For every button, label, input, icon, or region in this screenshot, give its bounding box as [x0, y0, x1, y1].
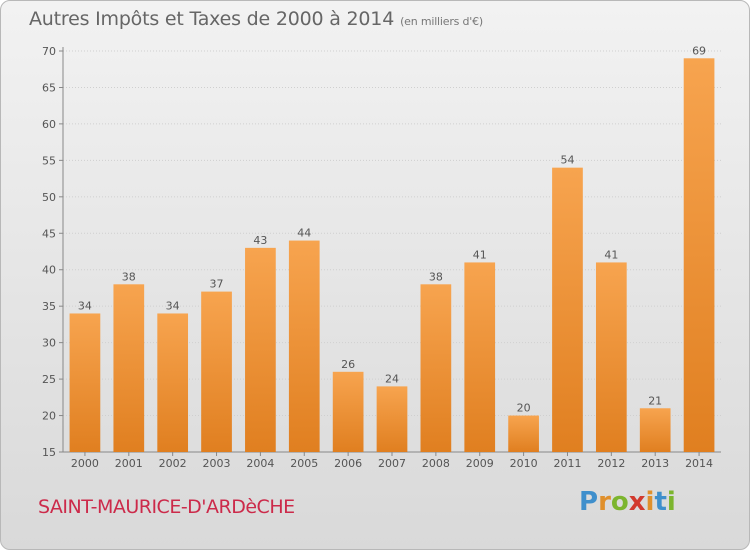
chart-title-text: Autres Impôts et Taxes de 2000 à 2014 — [29, 8, 395, 30]
x-tick-labels: 2000 2001 2002 2003 2004 2005 2006 2007 2008 2009… — [71, 457, 713, 470]
bar — [69, 313, 101, 452]
commune-name: SAINT-MAURICE-D'ARDèCHE — [38, 496, 295, 518]
data-label: 37 — [210, 278, 224, 291]
y-tick-label: 50 — [42, 191, 56, 204]
x-tick-label: 2011 — [553, 457, 581, 470]
y-tick-labels: 15 20 25 30 35 40 45 50 55 60 65 70 — [42, 45, 56, 459]
x-tick-label: 2012 — [597, 457, 625, 470]
bar — [157, 313, 189, 452]
bar — [376, 386, 408, 452]
x-tick-label: 2003 — [203, 457, 231, 470]
bar — [552, 167, 583, 452]
data-label: 69 — [692, 44, 706, 57]
y-tick-label: 45 — [42, 227, 56, 240]
x-tick-label: 2000 — [71, 457, 99, 470]
bar — [245, 247, 276, 452]
logo-letter: i — [645, 487, 655, 517]
data-label: 21 — [648, 394, 662, 407]
y-tick-label: 30 — [42, 337, 56, 350]
x-tick-label: 2002 — [159, 457, 187, 470]
data-label: 54 — [560, 154, 574, 167]
logo-letter: r — [598, 487, 611, 517]
y-tick-label: 55 — [42, 154, 56, 167]
x-tick-label: 2006 — [334, 457, 362, 470]
y-tick-label: 40 — [42, 264, 56, 277]
chart-subtitle: (en milliers d'€) — [400, 15, 483, 28]
y-tick-label: 35 — [42, 300, 56, 313]
bar — [420, 284, 452, 452]
logo-letter: i — [666, 487, 676, 517]
data-label: 38 — [429, 270, 443, 283]
y-tick-label: 70 — [42, 45, 56, 58]
data-labels: 34 38 34 37 43 44 26 24 38 41 20 54 41 21 69 — [78, 44, 706, 414]
chart-title: Autres Impôts et Taxes de 2000 à 2014 (en… — [29, 8, 483, 30]
bar — [113, 284, 145, 452]
y-tick-label: 65 — [42, 81, 56, 94]
bar — [464, 262, 496, 452]
logo-letter: x — [628, 487, 646, 517]
logo-letter: o — [610, 487, 629, 517]
bar — [201, 291, 232, 452]
x-tick-label: 2008 — [422, 457, 450, 470]
x-tick-label: 2009 — [466, 457, 494, 470]
x-tick-label: 2013 — [641, 457, 669, 470]
x-tick-label: 2010 — [510, 457, 538, 470]
bar — [683, 58, 715, 453]
x-tick-label: 2007 — [378, 457, 406, 470]
data-label: 43 — [253, 234, 267, 247]
bar — [288, 240, 320, 452]
y-tick-label: 25 — [42, 373, 56, 386]
data-label: 24 — [385, 372, 399, 385]
data-label: 38 — [122, 270, 136, 283]
y-tick-label: 60 — [42, 118, 56, 131]
x-tick-label: 2014 — [685, 457, 713, 470]
bar — [639, 408, 671, 452]
x-tick-label: 2005 — [290, 457, 318, 470]
bar — [332, 371, 364, 452]
data-label: 26 — [341, 358, 355, 371]
bar — [508, 415, 539, 452]
data-label: 44 — [297, 227, 311, 240]
data-label: 20 — [517, 402, 531, 415]
data-label: 34 — [78, 299, 92, 312]
data-label: 41 — [604, 248, 618, 261]
x-tick-label: 2001 — [115, 457, 143, 470]
logo-letter: P — [579, 487, 599, 517]
bar — [595, 262, 627, 452]
bars — [69, 58, 715, 453]
y-tick-label: 20 — [42, 410, 56, 423]
y-tick-label: 15 — [42, 446, 56, 459]
proxiti-logo: Proxiti — [579, 487, 676, 517]
logo-letter: t — [654, 487, 667, 517]
data-label: 41 — [473, 248, 487, 261]
data-label: 34 — [166, 299, 180, 312]
x-tick-label: 2004 — [246, 457, 274, 470]
